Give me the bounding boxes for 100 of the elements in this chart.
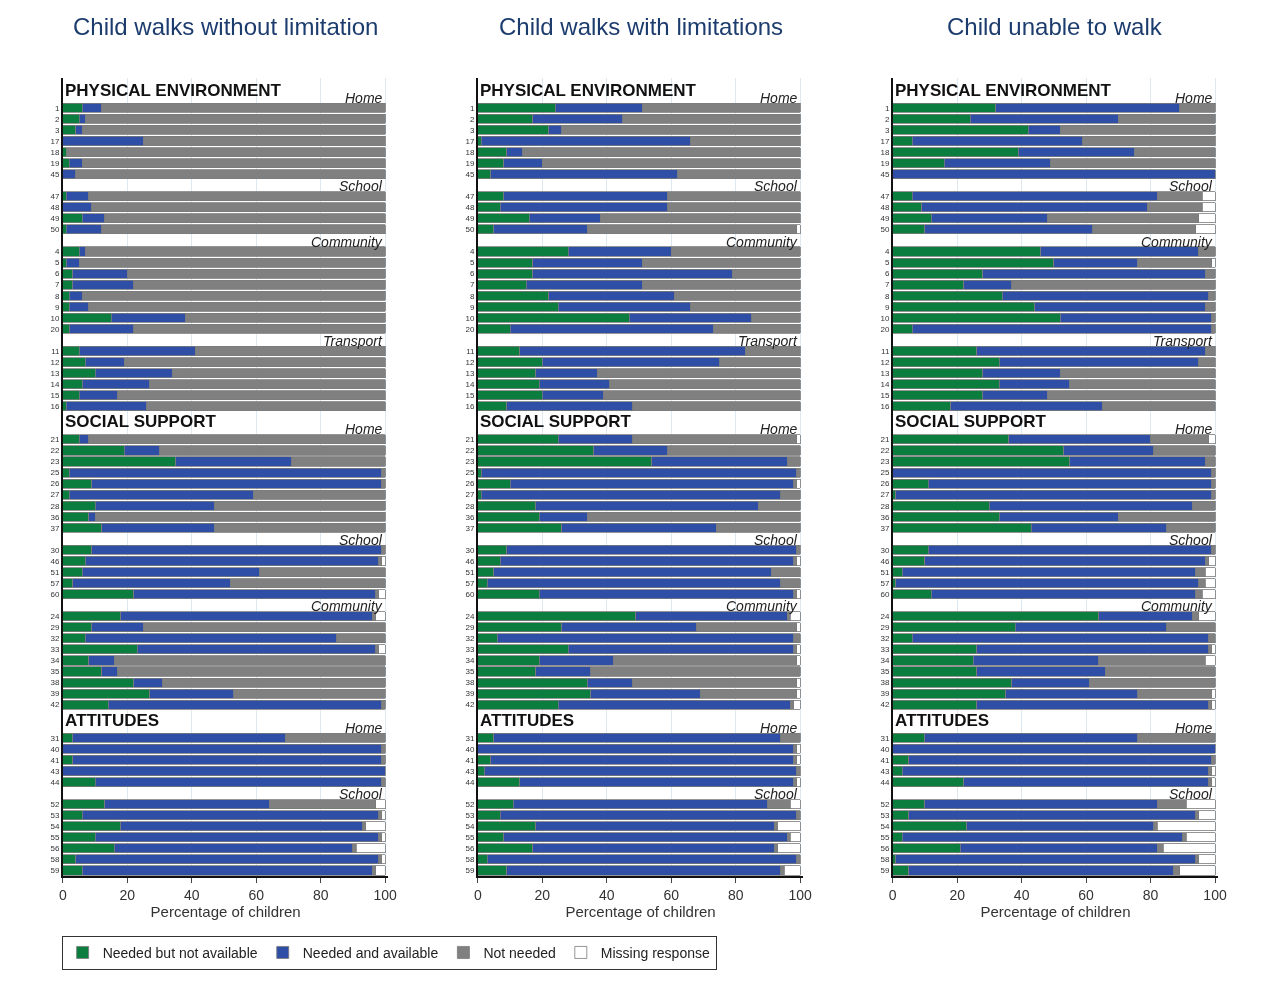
y-tick-label: 18 xyxy=(465,147,475,157)
y-tick-label: 50 xyxy=(465,225,475,235)
x-tick-label: 0 xyxy=(888,886,897,903)
x-tick-label: 0 xyxy=(473,886,482,903)
y-tick-label: 29 xyxy=(880,623,890,633)
y-tick-label: 30 xyxy=(50,545,61,555)
chart-title: Child walks with limitations xyxy=(499,13,784,40)
y-tick-label: 42 xyxy=(465,700,475,710)
y-tick-label: 18 xyxy=(50,147,61,157)
y-tick-label: 57 xyxy=(50,578,61,588)
y-tick-label: 37 xyxy=(50,523,61,533)
y-tick-label: 39 xyxy=(880,689,890,699)
legend-label: Not needed xyxy=(483,944,556,961)
annotation: School xyxy=(1169,178,1213,194)
chart-title: Child unable to walk xyxy=(947,13,1163,40)
y-tick-label: 44 xyxy=(880,777,890,787)
y-tick-label: 8 xyxy=(469,291,475,301)
y-tick-label: 36 xyxy=(50,512,61,522)
y-tick-label: 45 xyxy=(50,169,61,179)
y-tick-label: 28 xyxy=(465,501,475,511)
y-tick-label: 35 xyxy=(465,667,475,677)
y-tick-label: 6 xyxy=(469,269,475,279)
x-tick-label: 100 xyxy=(1203,886,1227,903)
annotation: Home xyxy=(1175,720,1213,736)
y-tick-label: 13 xyxy=(50,368,61,378)
y-tick-label: 13 xyxy=(465,368,475,378)
y-tick-label: 37 xyxy=(465,523,475,533)
y-tick-label: 14 xyxy=(50,379,61,389)
y-tick-label: 41 xyxy=(880,755,890,765)
y-tick-label: 45 xyxy=(465,169,475,179)
y-tick-label: 31 xyxy=(465,733,475,743)
y-tick-label: 37 xyxy=(880,523,890,533)
y-tick-label: 45 xyxy=(880,169,890,179)
y-tick-label: 28 xyxy=(50,501,61,511)
y-tick-label: 8 xyxy=(55,291,61,301)
annotation: Home xyxy=(345,720,383,736)
legend-label: Needed but not available xyxy=(102,944,258,961)
y-tick-label: 24 xyxy=(465,612,475,622)
annotation: SOCIAL SUPPORT xyxy=(480,412,632,431)
y-tick-label: 11 xyxy=(881,346,890,356)
y-tick-label: 7 xyxy=(469,280,475,290)
x-tick-label: 40 xyxy=(1013,886,1030,903)
y-tick-label: 33 xyxy=(465,645,475,655)
y-tick-label: 1 xyxy=(884,103,890,113)
x-axis-title: Percentage of children xyxy=(980,902,1131,920)
annotation: Home xyxy=(345,421,383,437)
y-tick-label: 5 xyxy=(55,258,61,268)
annotation: Home xyxy=(1175,421,1213,437)
annotation: Transport xyxy=(738,333,798,349)
y-tick-label: 27 xyxy=(880,490,890,500)
y-tick-label: 48 xyxy=(50,203,61,213)
annotation: School xyxy=(754,178,798,194)
y-tick-label: 1 xyxy=(469,103,475,113)
annotation: Community xyxy=(311,234,383,250)
y-tick-label: 41 xyxy=(465,755,475,765)
y-tick-label: 3 xyxy=(55,125,61,135)
y-tick-label: 60 xyxy=(880,589,890,599)
y-tick-label: 32 xyxy=(880,634,890,644)
y-tick-label: 31 xyxy=(880,733,890,743)
y-tick-label: 60 xyxy=(465,589,475,599)
y-tick-label: 12 xyxy=(465,357,475,367)
y-tick-label: 29 xyxy=(465,623,475,633)
y-tick-label: 52 xyxy=(465,799,475,809)
y-tick-label: 34 xyxy=(880,656,890,666)
y-tick-label: 21 xyxy=(465,435,475,445)
y-tick-label: 52 xyxy=(50,799,61,809)
annotation: School xyxy=(754,786,798,802)
y-tick-label: 59 xyxy=(880,866,890,876)
annotation: School xyxy=(754,532,798,548)
y-tick-label: 16 xyxy=(880,402,890,412)
y-tick-label: 25 xyxy=(880,468,890,478)
annotation: PHYSICAL ENVIRONMENT xyxy=(480,81,697,100)
chart-title: Child walks without limitation xyxy=(73,13,379,40)
y-tick-label: 46 xyxy=(465,556,475,566)
y-tick-label: 46 xyxy=(880,556,890,566)
y-tick-label: 21 xyxy=(50,435,61,445)
y-tick-label: 18 xyxy=(880,147,890,157)
y-tick-label: 25 xyxy=(465,468,475,478)
legend-label: Needed and available xyxy=(302,944,439,961)
y-tick-label: 26 xyxy=(880,479,890,489)
y-tick-label: 47 xyxy=(465,192,475,202)
y-tick-label: 54 xyxy=(880,822,890,832)
y-tick-label: 6 xyxy=(55,269,61,279)
y-tick-label: 56 xyxy=(465,844,475,854)
y-tick-label: 55 xyxy=(465,833,475,843)
y-tick-label: 50 xyxy=(880,225,890,235)
x-tick-label: 60 xyxy=(248,886,265,903)
y-tick-label: 10 xyxy=(880,313,890,323)
annotation: School xyxy=(1169,532,1213,548)
y-tick-label: 32 xyxy=(50,634,61,644)
y-tick-label: 48 xyxy=(880,203,890,213)
y-tick-label: 2 xyxy=(55,114,61,124)
y-tick-label: 47 xyxy=(880,192,890,202)
y-tick-label: 57 xyxy=(880,578,890,588)
y-tick-label: 30 xyxy=(880,545,890,555)
y-tick-label: 27 xyxy=(465,490,475,500)
y-tick-label: 10 xyxy=(465,313,475,323)
x-axis-title: Percentage of children xyxy=(150,902,301,920)
y-tick-label: 39 xyxy=(50,689,61,699)
y-tick-label: 9 xyxy=(469,302,475,312)
